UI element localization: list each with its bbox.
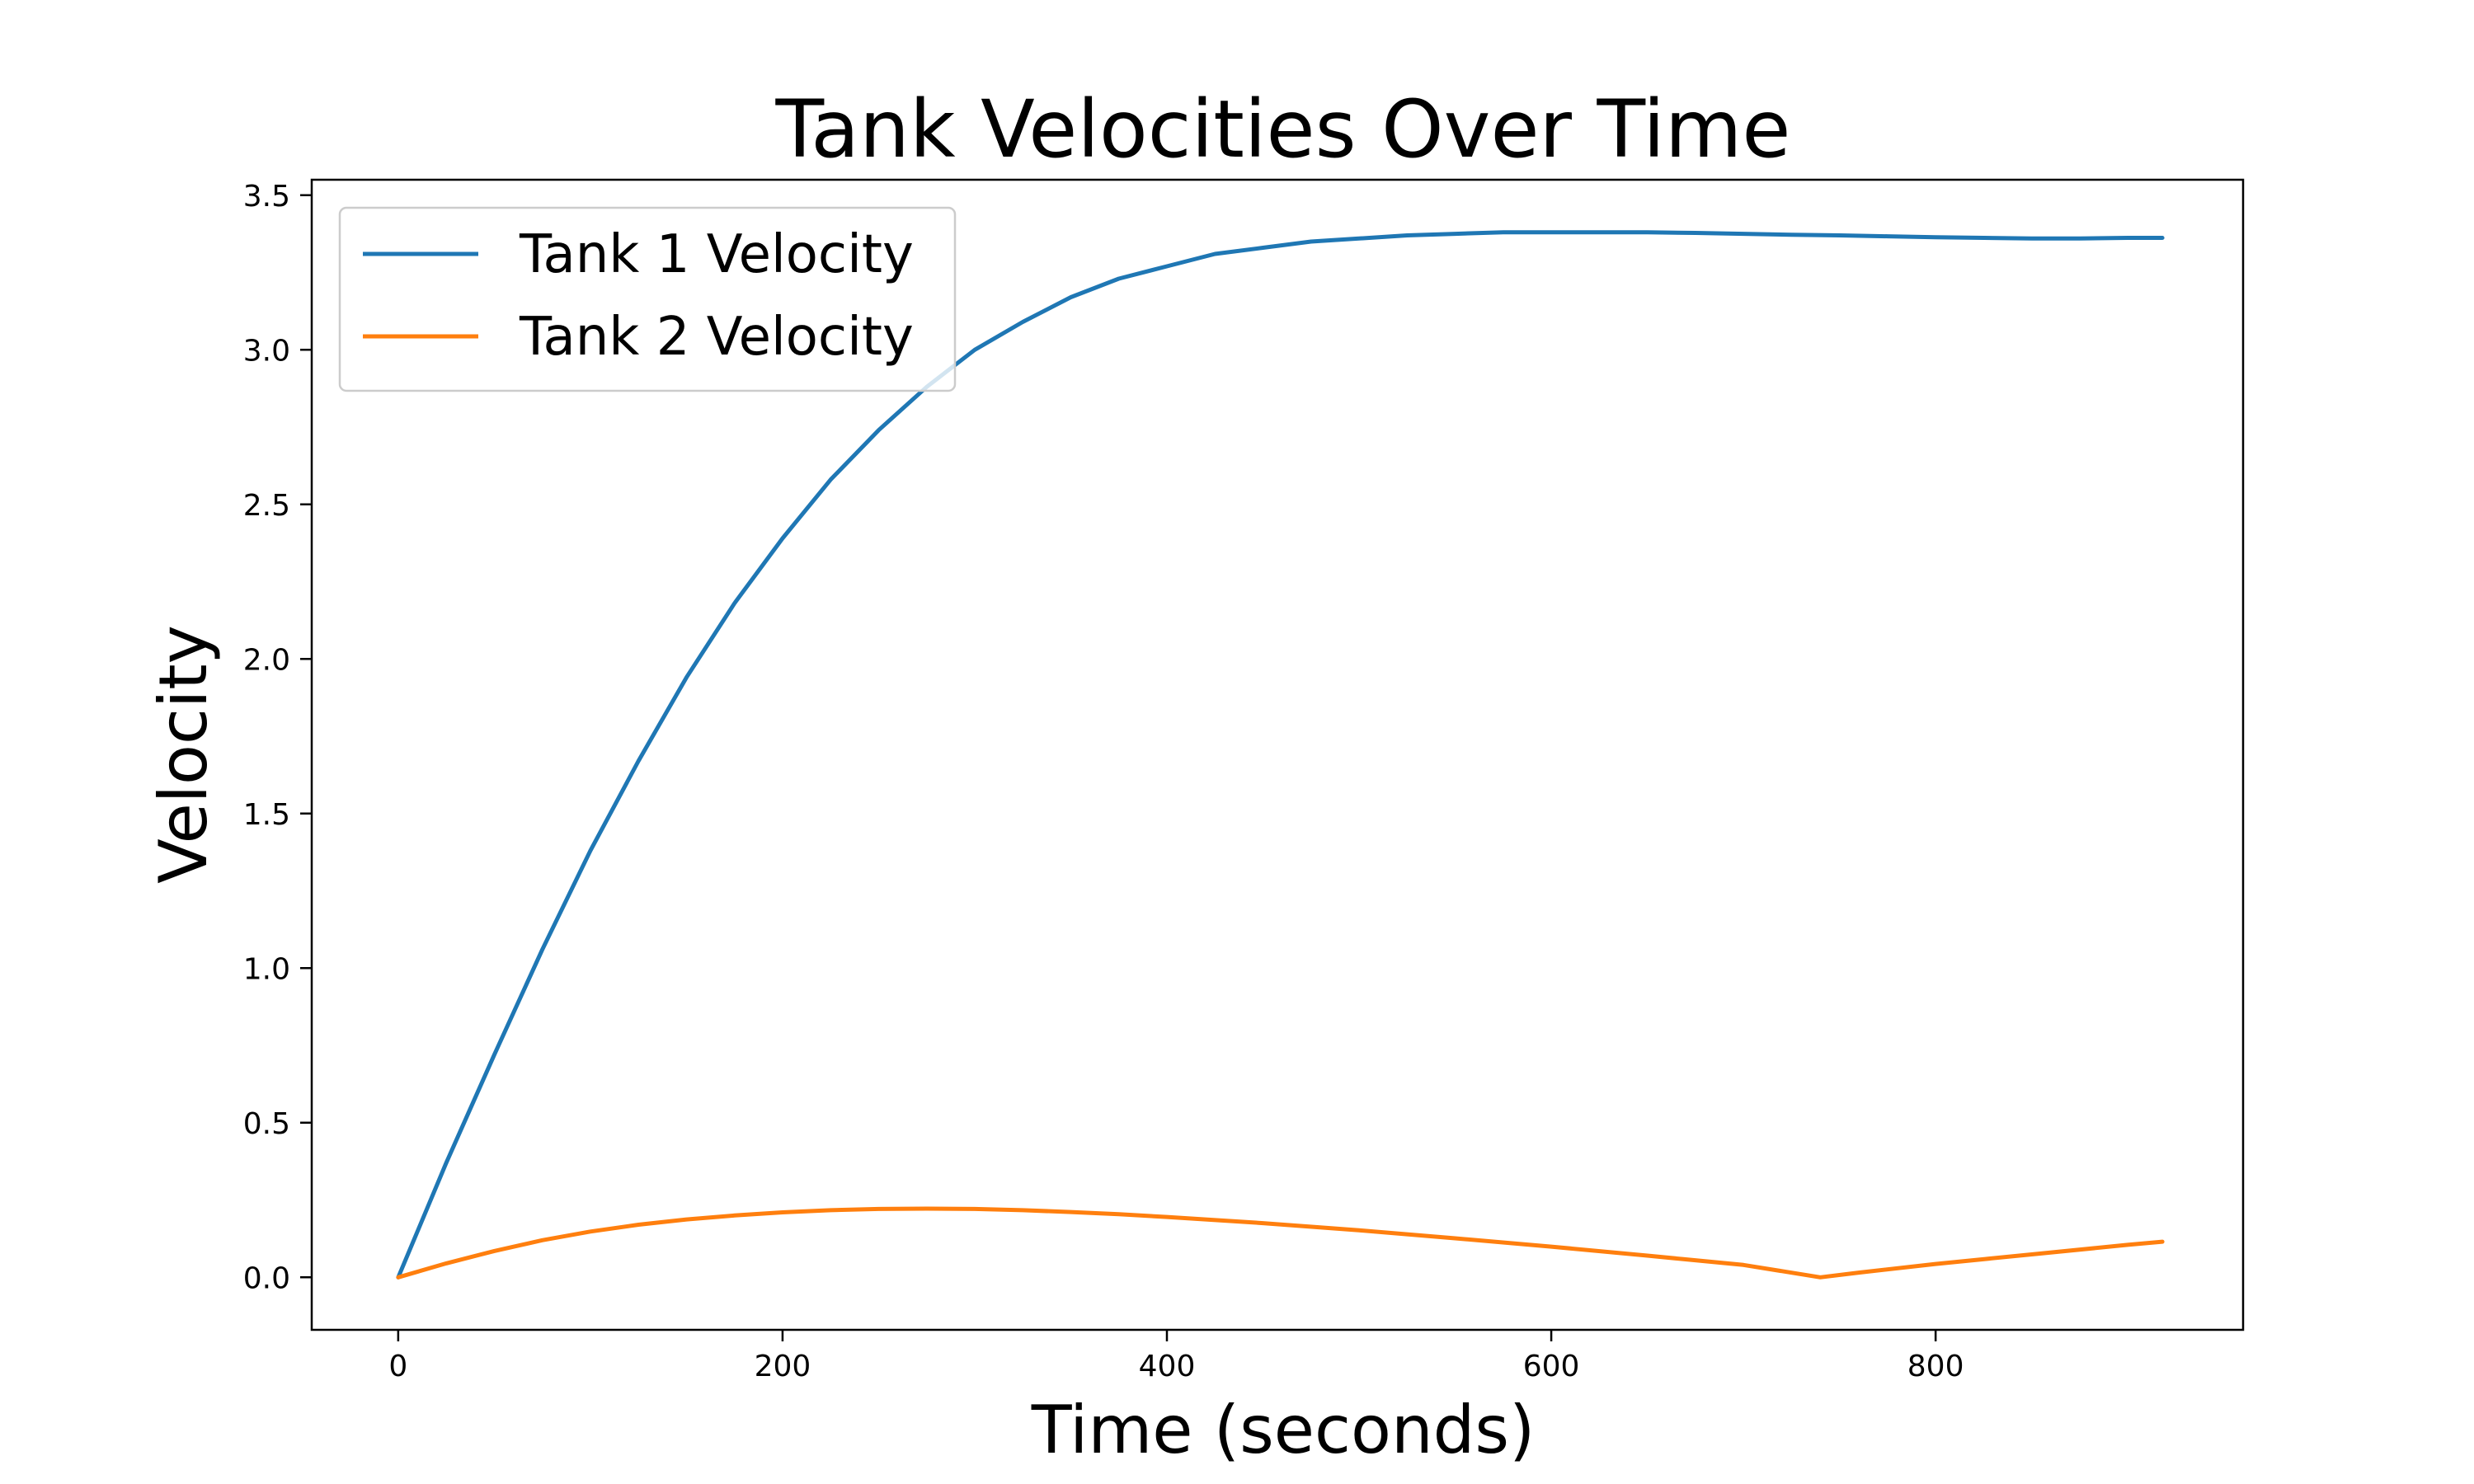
x-axis-title: Time (seconds): [1031, 1392, 1536, 1468]
y-tick-label: 2.0: [243, 643, 290, 677]
y-tick-label: 1.0: [243, 952, 290, 986]
legend-label: Tank 2 Velocity: [519, 307, 914, 368]
series-line-tank-1: [396, 230, 2165, 1280]
plot-frame: [310, 178, 2245, 1331]
y-tick-label: 0.5: [243, 1107, 290, 1141]
x-tick-label: 800: [1907, 1350, 1964, 1383]
y-tick-label: 3.5: [243, 180, 290, 214]
x-tick-label: 200: [755, 1350, 811, 1383]
y-tick-label: 2.5: [243, 489, 290, 523]
chart-title: Tank Velocities Over Time: [775, 83, 1791, 176]
y-tick-label: 0.0: [243, 1261, 290, 1295]
x-tick-label: 400: [1139, 1350, 1196, 1383]
y-axis: 0.0 0.5 1.0 1.5 2.0 2.5 3.0 3.5: [243, 180, 312, 1295]
legend: Tank 1 Velocity Tank 2 Velocity: [338, 206, 957, 392]
y-tick-label: 1.5: [243, 798, 290, 832]
x-tick-label: 0: [388, 1350, 407, 1383]
plot-area: [396, 230, 2165, 1280]
legend-box: [338, 206, 957, 392]
series-line-tank-2: [396, 1206, 2165, 1280]
x-axis: 0 200 400 600 800: [388, 1330, 1964, 1383]
legend-label: Tank 1 Velocity: [519, 224, 914, 285]
x-tick-label: 600: [1523, 1350, 1580, 1383]
y-tick-label: 3.0: [243, 334, 290, 368]
y-axis-title: Velocity: [145, 625, 222, 884]
